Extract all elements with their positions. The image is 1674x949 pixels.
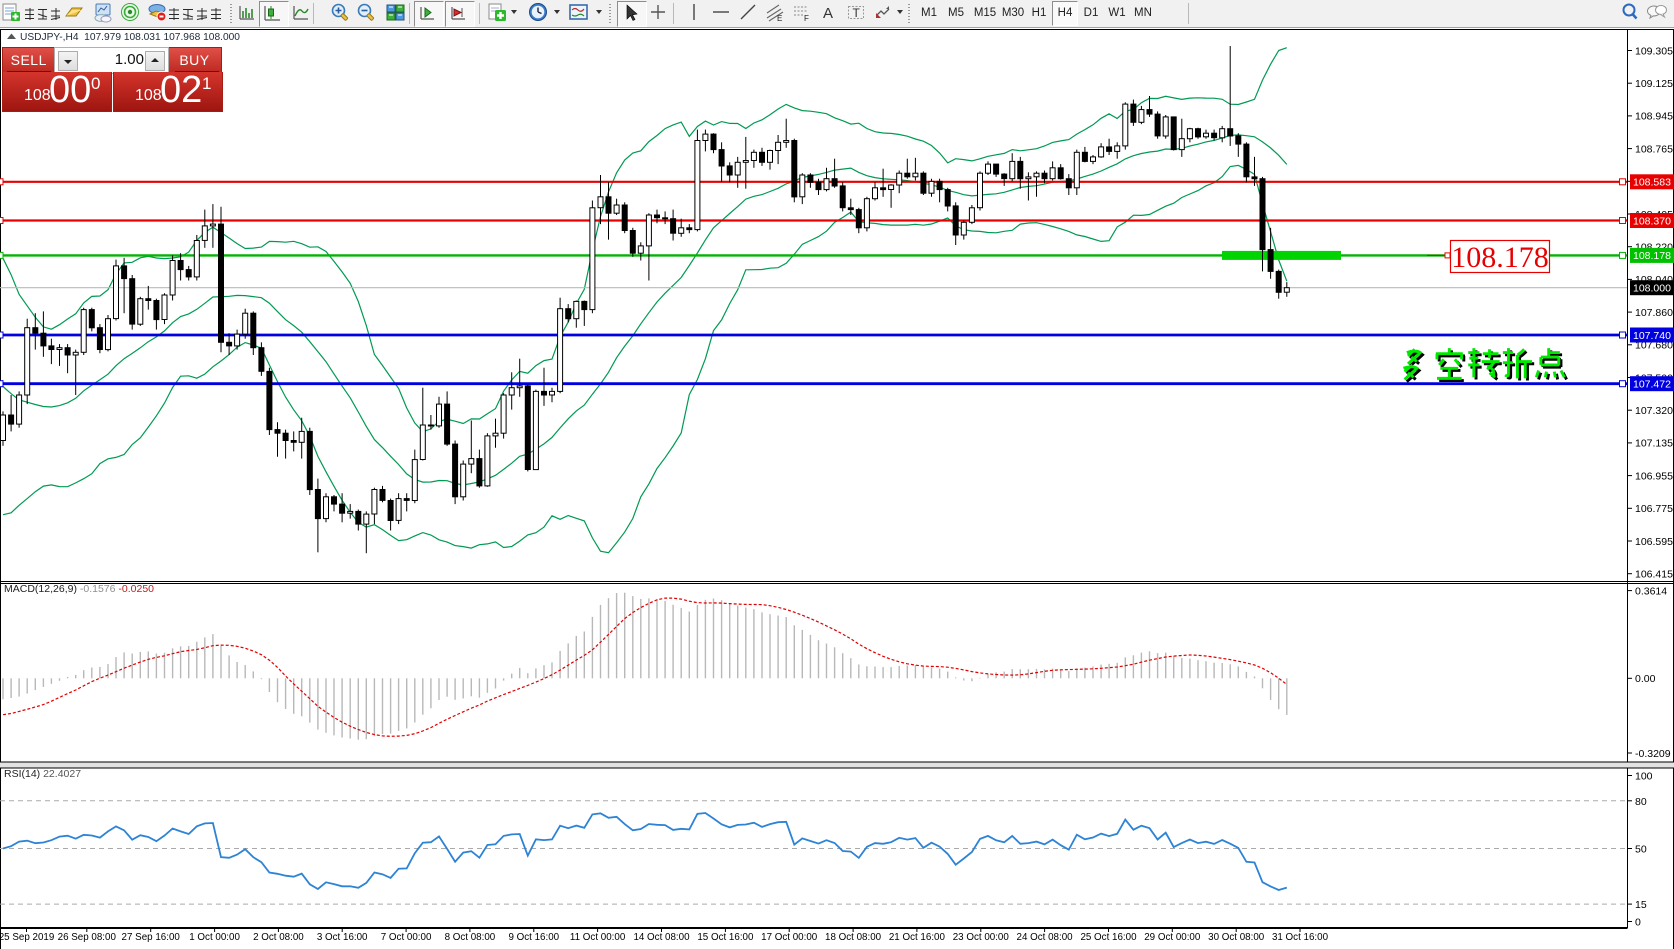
- svg-text:26 Sep 08:00: 26 Sep 08:00: [58, 932, 117, 943]
- svg-text:29 Oct 00:00: 29 Oct 00:00: [1144, 932, 1201, 943]
- svg-text:107.320: 107.320: [1635, 405, 1673, 417]
- svg-text:18 Oct 08:00: 18 Oct 08:00: [825, 932, 882, 943]
- svg-text:14 Oct 08:00: 14 Oct 08:00: [633, 932, 690, 943]
- svg-text:-0.3209: -0.3209: [1635, 748, 1671, 760]
- svg-text:0: 0: [1635, 917, 1641, 929]
- svg-text:15: 15: [1635, 899, 1647, 911]
- svg-text:108.945: 108.945: [1635, 111, 1673, 123]
- svg-text:100: 100: [1635, 771, 1653, 783]
- svg-text:A: A: [823, 5, 833, 22]
- svg-text:USDJPY-,H4 107.979 108.031 10: USDJPY-,H4 107.979 108.031 107.968 108.0…: [20, 32, 240, 43]
- svg-text:107.680: 107.680: [1635, 340, 1673, 352]
- svg-text:107.740: 107.740: [1633, 330, 1671, 342]
- svg-text:RSI(14) 22.4027: RSI(14) 22.4027: [4, 768, 81, 780]
- svg-text:108.178: 108.178: [1633, 250, 1671, 262]
- svg-text:106.415: 106.415: [1635, 569, 1673, 581]
- svg-text:25 Oct 16:00: 25 Oct 16:00: [1080, 932, 1137, 943]
- svg-text:E: E: [777, 14, 782, 23]
- svg-text:30 Oct 08:00: 30 Oct 08:00: [1208, 932, 1265, 943]
- svg-text:T: T: [853, 6, 861, 20]
- svg-text:27 Sep 16:00: 27 Sep 16:00: [122, 932, 181, 943]
- svg-text:106.955: 106.955: [1635, 470, 1673, 482]
- svg-text:MACD(12,26,9) -0.1576 -0.0250: MACD(12,26,9) -0.1576 -0.0250: [4, 583, 154, 595]
- svg-text:F: F: [804, 14, 809, 23]
- svg-text:31 Oct 16:00: 31 Oct 16:00: [1272, 932, 1329, 943]
- svg-text:108.765: 108.765: [1635, 143, 1673, 155]
- svg-text:108.370: 108.370: [1633, 215, 1671, 227]
- svg-text:109.305: 109.305: [1635, 45, 1673, 57]
- svg-text:8 Oct 08:00: 8 Oct 08:00: [445, 932, 496, 943]
- svg-text:23 Oct 00:00: 23 Oct 00:00: [953, 932, 1010, 943]
- svg-text:108.583: 108.583: [1633, 177, 1671, 189]
- svg-text:106.595: 106.595: [1635, 536, 1673, 548]
- svg-text:17 Oct 00:00: 17 Oct 00:00: [761, 932, 818, 943]
- svg-text:0.00: 0.00: [1635, 673, 1656, 685]
- svg-text:107.472: 107.472: [1633, 379, 1671, 391]
- svg-text:1 Oct 00:00: 1 Oct 00:00: [189, 932, 240, 943]
- svg-text:107.860: 107.860: [1635, 307, 1673, 319]
- svg-text:24 Oct 08:00: 24 Oct 08:00: [1017, 932, 1074, 943]
- svg-text:80: 80: [1635, 796, 1647, 808]
- svg-text:107.135: 107.135: [1635, 438, 1673, 450]
- svg-text:0.3614: 0.3614: [1635, 585, 1667, 597]
- svg-text:50: 50: [1635, 844, 1647, 856]
- svg-text:25 Sep 2019: 25 Sep 2019: [0, 932, 54, 943]
- svg-text:11 Oct 00:00: 11 Oct 00:00: [570, 932, 626, 943]
- svg-text:108.178: 108.178: [1451, 241, 1549, 274]
- svg-text:2 Oct 08:00: 2 Oct 08:00: [253, 932, 304, 943]
- svg-text:3 Oct 16:00: 3 Oct 16:00: [317, 932, 368, 943]
- svg-text:106.775: 106.775: [1635, 503, 1673, 515]
- svg-text:15 Oct 16:00: 15 Oct 16:00: [697, 932, 754, 943]
- svg-text:109.125: 109.125: [1635, 78, 1673, 90]
- svg-text:21 Oct 16:00: 21 Oct 16:00: [889, 932, 946, 943]
- svg-text:7 Oct 00:00: 7 Oct 00:00: [381, 932, 432, 943]
- svg-text:9 Oct 16:00: 9 Oct 16:00: [508, 932, 559, 943]
- svg-text:108.000: 108.000: [1633, 283, 1671, 295]
